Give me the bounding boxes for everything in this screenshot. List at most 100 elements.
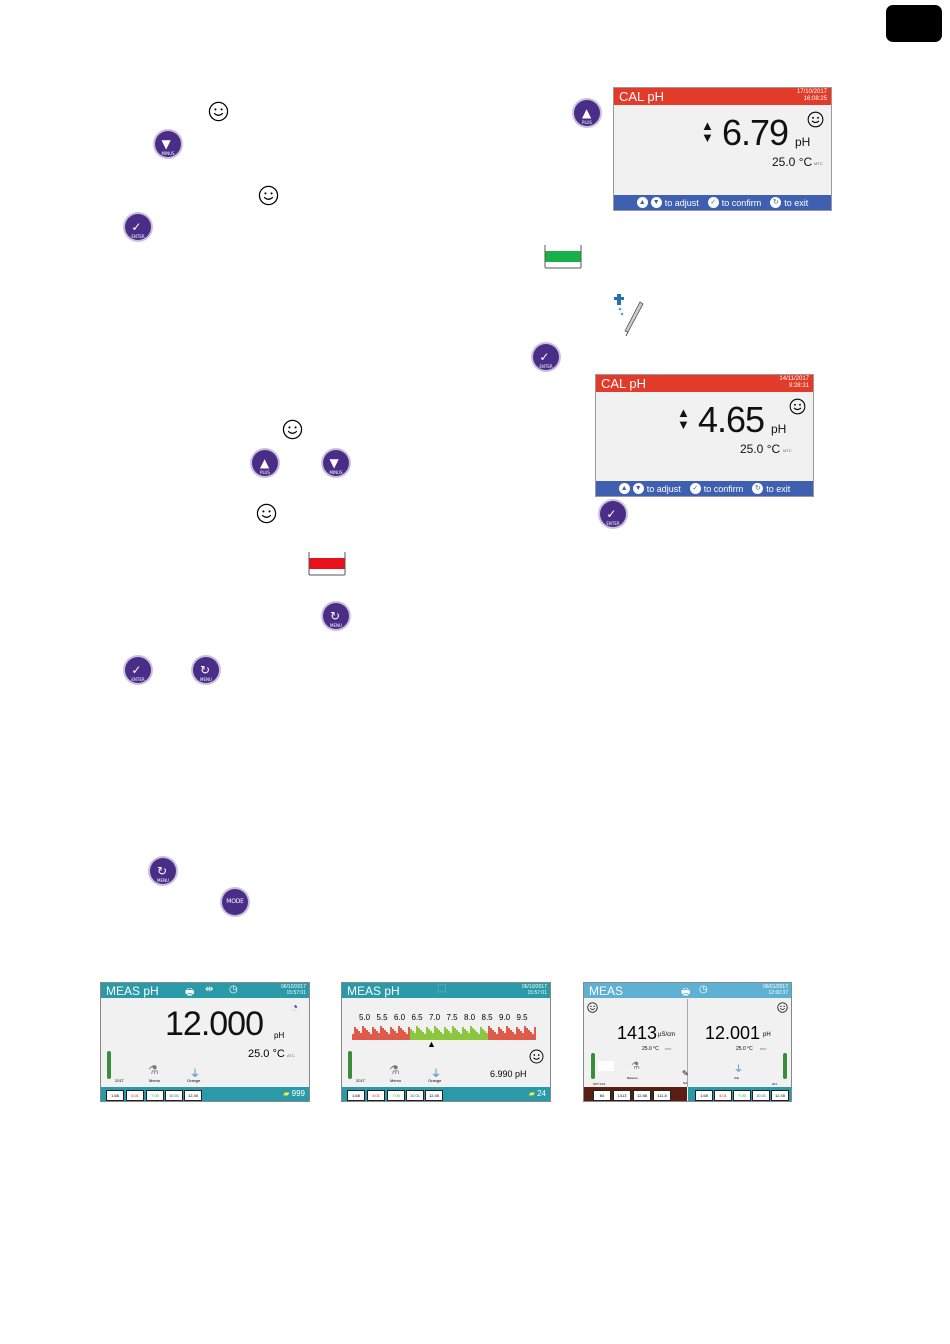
right-electrode-icon <box>783 1053 787 1079</box>
buffer-chip: 10.01 <box>752 1090 770 1101</box>
screen-footer: 1.68 4.01 7.00 10.01 12.45 ▰ 999 <box>101 1087 309 1101</box>
bar-tick <box>370 1034 372 1040</box>
screen-datetime: 06/10/2017 15:57:01 <box>280 984 306 996</box>
bar-tick <box>512 1032 514 1040</box>
enter-button-icon: ✓ ENTER <box>600 501 626 527</box>
screen-header: CAL pH 17/10/2017 16:08:25 <box>614 88 831 105</box>
bar-tick <box>492 1030 494 1040</box>
screen-header: MEAS pH 🖶 ⇹ ◷ 06/10/2017 15:57:01 <box>101 983 309 998</box>
bar-tick <box>436 1028 438 1040</box>
bar-tick <box>386 1032 388 1040</box>
buffer-chip: 10.01 <box>406 1090 424 1101</box>
right-temp: 25.0 °C <box>736 1046 753 1052</box>
bar-tick <box>500 1029 502 1040</box>
enter-button-icon: ✓ ENTER <box>533 344 559 370</box>
right-footer: 1.68 4.01 7.00 10.01 12.45 <box>688 1087 791 1101</box>
bar-tick <box>466 1031 468 1040</box>
menu-button-icon: ↻ MENU <box>193 657 219 683</box>
scale-label: 8.0 <box>464 1013 476 1022</box>
screen-datetime: 17/10/2017 16:08:25 <box>796 89 827 102</box>
scale-label: 5.0 <box>359 1013 371 1022</box>
bar-tick <box>444 1027 446 1040</box>
std-chip: 1413 <box>613 1090 631 1101</box>
bar-tick <box>372 1027 374 1040</box>
cal-ph-screen-1: CAL pH 17/10/2017 16:08:25 ▲ ▼ 6.79 pH 25.… <box>613 87 832 211</box>
meas-value: 12.000 <box>165 1005 264 1043</box>
meas-dual-screen: MEAS 🖶 ◷ 06/01/2017 12:00:37 1413 µS/cm 2… <box>583 982 792 1102</box>
meas-reading: 6.990 pH <box>490 1069 527 1079</box>
channel-divider <box>687 999 688 1087</box>
temp-mode: ATC <box>287 1053 295 1058</box>
screen-header: MEAS 🖶 ◷ 06/01/2017 12:00:37 <box>584 983 791 998</box>
bar-tick <box>480 1027 482 1040</box>
screen-footer: 1.68 4.01 7.00 10.01 12.45 ▰ 24 <box>342 1087 550 1101</box>
buffer-chip: 4.01 <box>367 1090 385 1101</box>
bar-tick <box>352 1034 354 1040</box>
left-temp: 25.0 °C <box>642 1046 659 1052</box>
scale-label: 6.0 <box>394 1013 406 1022</box>
smiley-icon <box>807 111 824 128</box>
smiley-icon <box>529 1049 544 1064</box>
note-icon: ✎ <box>682 1069 689 1078</box>
up-button-icon: ▲ PLUS <box>574 100 600 126</box>
up-icon: ▲ <box>618 483 630 494</box>
bar-tick <box>406 1034 408 1040</box>
blank-box <box>598 1061 614 1071</box>
bar-tick <box>398 1026 400 1040</box>
bar-tick <box>368 1032 370 1040</box>
adjust-arrows-icon: ▲ ▼ <box>677 405 690 432</box>
bar-tick <box>356 1029 358 1040</box>
bar-tick <box>474 1030 476 1040</box>
bar-tick <box>502 1031 504 1040</box>
mode-button-icon: MODE <box>222 889 248 915</box>
usb-icon: ⇹ <box>205 984 214 995</box>
ph-scale-labels: 5.0 5.5 6.0 6.5 7.0 7.5 8.0 8.5 9.0 9.5 <box>359 1013 539 1025</box>
right-temp-mode: MTC <box>760 1047 767 1051</box>
right-unit: pH <box>763 1032 771 1038</box>
scale-label: 5.5 <box>376 1013 388 1022</box>
bar-tick <box>486 1033 488 1040</box>
bar-tick <box>458 1032 460 1040</box>
bar-tick <box>410 1029 412 1040</box>
smiley-icon <box>777 1002 788 1013</box>
placeholder-icon: ⬚ <box>437 983 447 994</box>
scale-label: 9.0 <box>499 1013 511 1022</box>
bar-tick <box>394 1031 396 1040</box>
bar-tick <box>426 1027 428 1040</box>
smiley-icon <box>208 101 229 122</box>
bar-tick <box>506 1026 508 1040</box>
enter-button-icon: ✓ ENTER <box>125 657 151 683</box>
memory-icon: ▰ <box>283 1089 290 1098</box>
section-tab <box>886 5 942 42</box>
cal-ph-screen-2: CAL pH 14/11/2017 9:28:31 ▲ ▼ 4.65 pH 25.0… <box>595 374 814 497</box>
bar-tick <box>384 1030 386 1040</box>
bar-tick <box>516 1027 518 1040</box>
bar-tick <box>390 1027 392 1040</box>
bar-tick <box>362 1026 364 1040</box>
check-icon: ✓ <box>707 197 719 208</box>
screen-footer: ▲ ▼ to adjust ✓ to confirm ↻ to exit <box>596 481 813 496</box>
buffer-chip: 7.00 <box>733 1090 751 1101</box>
bar-tick <box>358 1031 360 1040</box>
bar-tick <box>482 1029 484 1040</box>
bar-tick <box>400 1028 402 1040</box>
bar-tick <box>430 1031 432 1040</box>
scale-label: 9.5 <box>516 1013 528 1022</box>
down-button-icon: ▼ MINUS <box>155 131 181 157</box>
cal-value: 4.65 <box>698 399 765 440</box>
bar-tick <box>472 1028 474 1040</box>
bar-tick <box>468 1033 470 1040</box>
bar-tick <box>510 1030 512 1040</box>
bar-tick <box>448 1031 450 1040</box>
bar-tick <box>402 1030 404 1040</box>
up-icon: ▲ <box>636 197 648 208</box>
bar-tick <box>366 1030 368 1040</box>
bar-tick <box>484 1031 486 1040</box>
bar-tick <box>478 1034 480 1040</box>
screen-datetime: 06/10/2017 15:57:01 <box>521 984 547 996</box>
bar-tick <box>528 1030 530 1040</box>
red-buffer-beaker-icon <box>308 552 346 576</box>
bar-tick <box>428 1029 430 1040</box>
bar-tick <box>396 1033 398 1040</box>
screen-title: MEAS <box>589 984 624 998</box>
